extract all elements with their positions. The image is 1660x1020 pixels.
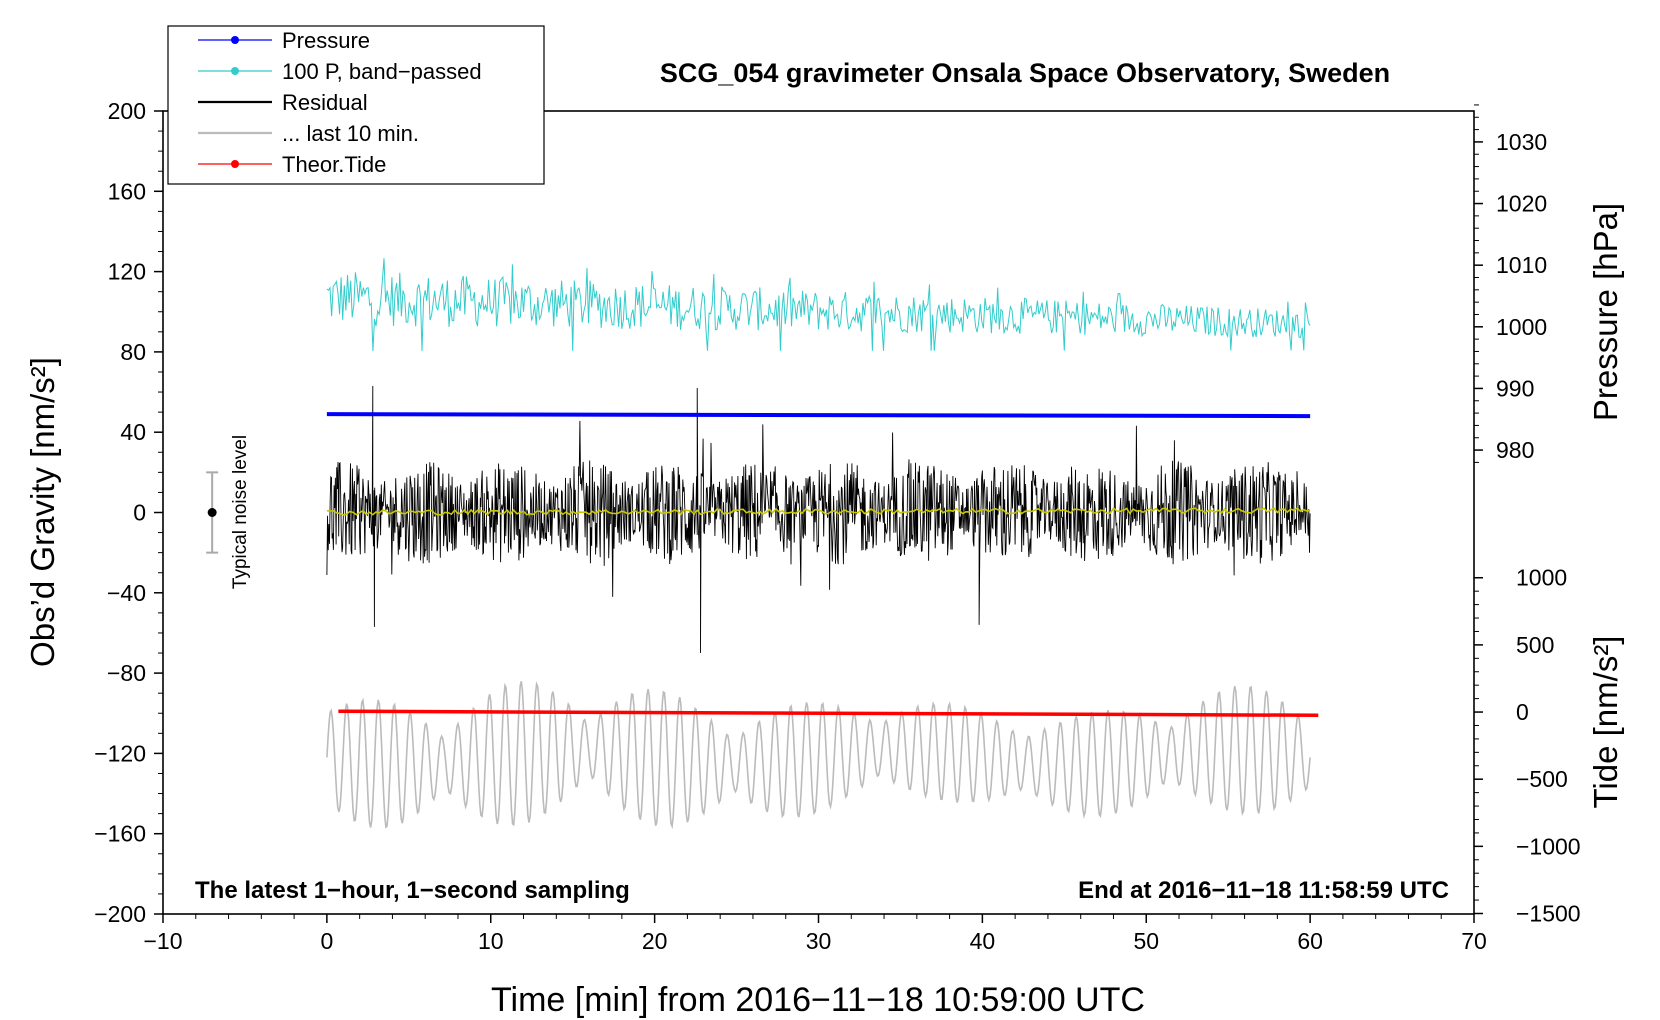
y-tick-label: −200: [94, 901, 146, 927]
y-tick-label: −160: [94, 821, 146, 847]
pressure-tick-label: 1020: [1496, 191, 1547, 217]
y-tick-label: 160: [108, 178, 146, 204]
y-tick-label: 80: [120, 339, 146, 365]
tide-tick-label: 1000: [1516, 565, 1567, 591]
residual-mean-line: [326, 507, 1311, 516]
tide-tick-label: −500: [1516, 766, 1568, 792]
legend-swatch-dot: [231, 36, 239, 44]
y-tick-label: −80: [107, 660, 146, 686]
legend-swatch-dot: [231, 67, 239, 75]
y-tick-label: 40: [120, 419, 146, 445]
pressure-tick-label: 990: [1496, 375, 1534, 401]
legend: Pressure 100 P, band−passed Residual ... la…: [167, 25, 545, 185]
tide-tick-label: −1500: [1516, 900, 1581, 926]
x-axis-label: Time [min] from 2016−11−18 10:59:00 UTC: [491, 981, 1145, 1019]
noise-center-dot: [207, 508, 217, 517]
y-axis-label-pressure: Pressure [hPa]: [1587, 203, 1624, 421]
noise-level-marker: [206, 471, 219, 554]
pressure-tick-label: 1030: [1496, 129, 1547, 155]
chart-title: SCG_054 gravimeter Onsala Space Observat…: [660, 58, 1390, 88]
legend-swatch-dot: [231, 160, 239, 168]
last-10-min-line: [326, 681, 1311, 830]
pressure-tick-label: 1010: [1496, 252, 1547, 278]
tide-tick-label: 500: [1516, 632, 1554, 658]
legend-label: Pressure: [282, 28, 370, 53]
pressure-line: [326, 412, 1311, 419]
series-layer: [326, 258, 1319, 830]
x-tick-label: 40: [970, 928, 996, 954]
end-time-note: End at 2016−11−18 11:58:59 UTC: [1078, 877, 1449, 904]
bandpassed-pressure-line: [326, 258, 1311, 352]
noise-level-label: Typical noise level: [230, 435, 251, 589]
x-tick-label: 70: [1461, 928, 1487, 954]
x-tick-label: 50: [1133, 928, 1159, 954]
y-tick-label: −40: [107, 580, 146, 606]
pressure-tick-label: 980: [1496, 437, 1534, 463]
legend-box: [167, 25, 545, 185]
legend-label: Residual: [282, 90, 368, 115]
pressure-tick-label: 1000: [1496, 314, 1547, 340]
tide-tick-label: 0: [1516, 699, 1529, 725]
x-tick-label: 20: [642, 928, 668, 954]
y-tick-label: −120: [94, 740, 146, 766]
x-tick-label: 60: [1297, 928, 1323, 954]
x-tick-label: 30: [806, 928, 832, 954]
tide-tick-label: −1000: [1516, 833, 1581, 859]
y-tick-label: 0: [133, 500, 146, 526]
bottom-axis: −10 0 10 20 30 40 50 60 70: [143, 914, 1487, 954]
legend-label: Theor.Tide: [282, 152, 386, 177]
y-axis-label-tide: Tide [nm/s²]: [1587, 636, 1624, 809]
x-tick-label: −10: [143, 928, 182, 954]
x-tick-label: 10: [478, 928, 504, 954]
y-tick-label: 120: [108, 259, 146, 285]
y-axis-label-left: Obs’d Gravity [nm/s²]: [24, 357, 61, 667]
residual-line: [326, 385, 1311, 654]
theoretical-tide-line: [338, 709, 1319, 718]
right-axis: 1030 1020 1010 1000 990 980 1000 500 0 −500 −1000 −…: [1474, 104, 1581, 926]
y-tick-label: 200: [108, 98, 146, 124]
left-axis: 200 160 120 80 40 0 −40 −80 −120 −160 −200: [94, 98, 163, 927]
x-tick-label: 0: [320, 928, 333, 954]
sampling-note: The latest 1−hour, 1−second sampling: [195, 877, 630, 904]
legend-label: 100 P, band−passed: [282, 59, 482, 84]
legend-label: ... last 10 min.: [282, 121, 419, 146]
